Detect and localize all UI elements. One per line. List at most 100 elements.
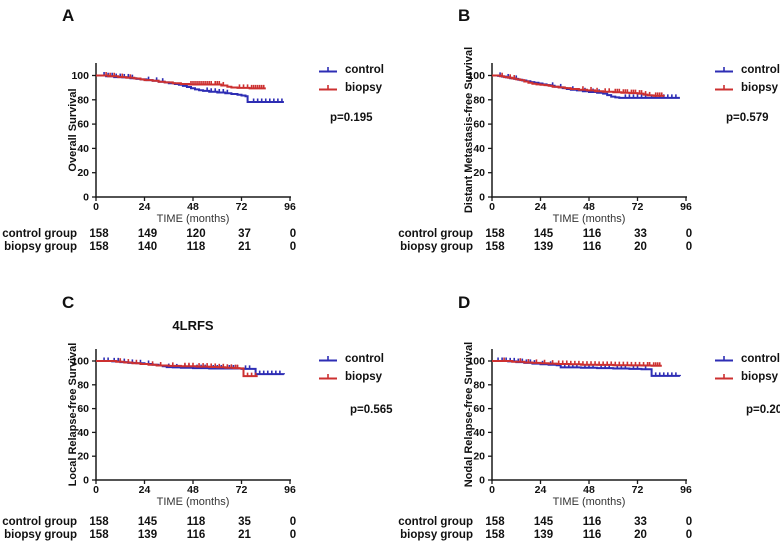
x-tick-label: 0 bbox=[93, 484, 99, 496]
km-panel: C 4LRFS 0 20 40 60 80 100 0 24 48 72 96 TIME (month… bbox=[0, 273, 392, 545]
survival-curve-biopsy bbox=[492, 74, 665, 97]
km-plot: 0 20 40 60 80 100 0 24 48 72 96 TIME (months) Nodal … bbox=[463, 342, 692, 508]
legend-item-control: control bbox=[714, 350, 780, 368]
legend-marker-icon bbox=[715, 374, 733, 380]
km-panel: B 0 20 40 60 80 100 0 24 48 72 96 TIME (months) Dist… bbox=[390, 0, 780, 273]
at-risk-count: 0 bbox=[685, 228, 693, 240]
y-tick-label: 100 bbox=[71, 356, 89, 368]
x-tick-label: 72 bbox=[236, 484, 248, 496]
at-risk-count: 120 bbox=[186, 228, 206, 240]
at-risk-count: 139 bbox=[533, 529, 554, 541]
at-risk-count: 0 bbox=[685, 516, 693, 528]
x-axis-title: TIME (months) bbox=[157, 213, 230, 225]
y-tick-label: 100 bbox=[467, 356, 485, 368]
x-tick-label: 0 bbox=[489, 201, 495, 213]
legend-item-control: control bbox=[318, 350, 384, 368]
at-risk-row-label: control group bbox=[2, 516, 77, 528]
at-risk-count: 116 bbox=[582, 241, 602, 253]
x-tick-label: 96 bbox=[680, 484, 692, 496]
y-axis-title: Local Relapse-free Survival bbox=[67, 343, 79, 487]
y-axis-title: Nodal Relapse-free Survival bbox=[463, 342, 475, 488]
survival-curve-control bbox=[492, 360, 681, 377]
x-tick-label: 24 bbox=[535, 484, 547, 496]
legend-marker-icon bbox=[715, 356, 733, 362]
legend-marker-icon bbox=[319, 67, 337, 73]
at-risk-count: 139 bbox=[533, 241, 554, 253]
legend: control biopsy bbox=[714, 350, 780, 386]
p-value: p=0.204 bbox=[746, 404, 780, 416]
at-risk-count: 158 bbox=[89, 529, 109, 541]
y-tick-label: 100 bbox=[467, 70, 485, 82]
panel-letter: B bbox=[458, 6, 471, 25]
y-axis-title: Distant Metastasis-free Survival bbox=[463, 47, 475, 213]
at-risk-count: 0 bbox=[289, 529, 297, 541]
at-risk-count: 145 bbox=[533, 516, 554, 528]
survival-curve-biopsy bbox=[492, 360, 662, 367]
at-risk-count: 0 bbox=[685, 529, 693, 541]
x-tick-label: 24 bbox=[535, 201, 547, 213]
at-risk-count: 158 bbox=[89, 228, 109, 240]
legend: control biopsy bbox=[318, 350, 384, 386]
y-axis-title: Overall Survival bbox=[67, 88, 79, 171]
km-plot: 0 20 40 60 80 100 0 24 48 72 96 TIME (months) Overal… bbox=[67, 63, 296, 225]
legend: control biopsy bbox=[714, 61, 780, 97]
at-risk-count: 0 bbox=[685, 241, 693, 253]
at-risk-count: 20 bbox=[634, 241, 647, 253]
km-plot: 0 20 40 60 80 100 0 24 48 72 96 TIME (months) Local … bbox=[67, 343, 296, 508]
at-risk-count: 116 bbox=[582, 529, 602, 541]
p-value: p=0.579 bbox=[726, 112, 769, 124]
at-risk-count: 158 bbox=[89, 241, 109, 253]
at-risk-count: 21 bbox=[238, 241, 251, 253]
legend-label: control bbox=[345, 64, 384, 76]
legend-marker-icon bbox=[715, 67, 733, 73]
y-tick-label: 40 bbox=[77, 143, 89, 155]
at-risk-count: 21 bbox=[238, 529, 251, 541]
legend-label: control bbox=[741, 353, 780, 365]
at-risk-count: 158 bbox=[485, 529, 505, 541]
at-risk-count: 0 bbox=[289, 228, 297, 240]
y-tick-label: 0 bbox=[479, 192, 485, 204]
at-risk-count: 118 bbox=[186, 241, 206, 253]
x-tick-label: 72 bbox=[632, 484, 644, 496]
legend-item-biopsy: biopsy bbox=[714, 368, 780, 386]
at-risk-count: 0 bbox=[289, 241, 297, 253]
x-axis-title: TIME (months) bbox=[553, 213, 626, 225]
y-tick-label: 40 bbox=[473, 427, 485, 439]
x-tick-label: 24 bbox=[139, 484, 151, 496]
y-tick-label: 0 bbox=[83, 475, 89, 487]
legend-label: biopsy bbox=[345, 82, 383, 94]
legend-item-control: control bbox=[318, 61, 384, 79]
x-tick-label: 0 bbox=[93, 201, 99, 213]
survival-curve-biopsy bbox=[96, 360, 258, 378]
at-risk-count: 116 bbox=[582, 516, 602, 528]
at-risk-row-label: biopsy group bbox=[400, 241, 473, 253]
y-tick-label: 20 bbox=[473, 451, 485, 463]
at-risk-count: 158 bbox=[485, 241, 505, 253]
at-risk-count: 158 bbox=[485, 228, 505, 240]
y-tick-label: 0 bbox=[83, 192, 89, 204]
panel-letter: C bbox=[62, 293, 75, 312]
at-risk-count: 140 bbox=[137, 241, 158, 253]
x-tick-label: 24 bbox=[139, 201, 151, 213]
legend: control biopsy bbox=[318, 61, 384, 97]
at-risk-row-label: control group bbox=[398, 228, 473, 240]
km-panel: A 0 20 40 60 80 100 0 24 48 72 96 TIME (months) Over… bbox=[0, 0, 390, 273]
legend-label: control bbox=[345, 353, 384, 365]
x-tick-label: 0 bbox=[489, 484, 495, 496]
at-risk-count: 118 bbox=[186, 516, 206, 528]
at-risk-row-label: biopsy group bbox=[4, 529, 77, 541]
x-tick-label: 48 bbox=[583, 201, 595, 213]
x-tick-label: 72 bbox=[632, 201, 644, 213]
at-risk-count: 145 bbox=[137, 516, 158, 528]
y-tick-label: 20 bbox=[473, 167, 485, 179]
y-tick-label: 80 bbox=[473, 94, 485, 106]
x-tick-label: 48 bbox=[583, 484, 595, 496]
legend-label: biopsy bbox=[741, 82, 779, 94]
x-tick-label: 72 bbox=[236, 201, 248, 213]
km-plot: 0 20 40 60 80 100 0 24 48 72 96 TIME (months) Distan… bbox=[463, 47, 692, 225]
at-risk-count: 37 bbox=[238, 228, 251, 240]
km-panel: D 0 20 40 60 80 100 0 24 48 72 96 TIME (months) Noda… bbox=[390, 273, 780, 545]
x-axis-title: TIME (months) bbox=[553, 496, 626, 508]
y-tick-label: 80 bbox=[77, 379, 89, 391]
